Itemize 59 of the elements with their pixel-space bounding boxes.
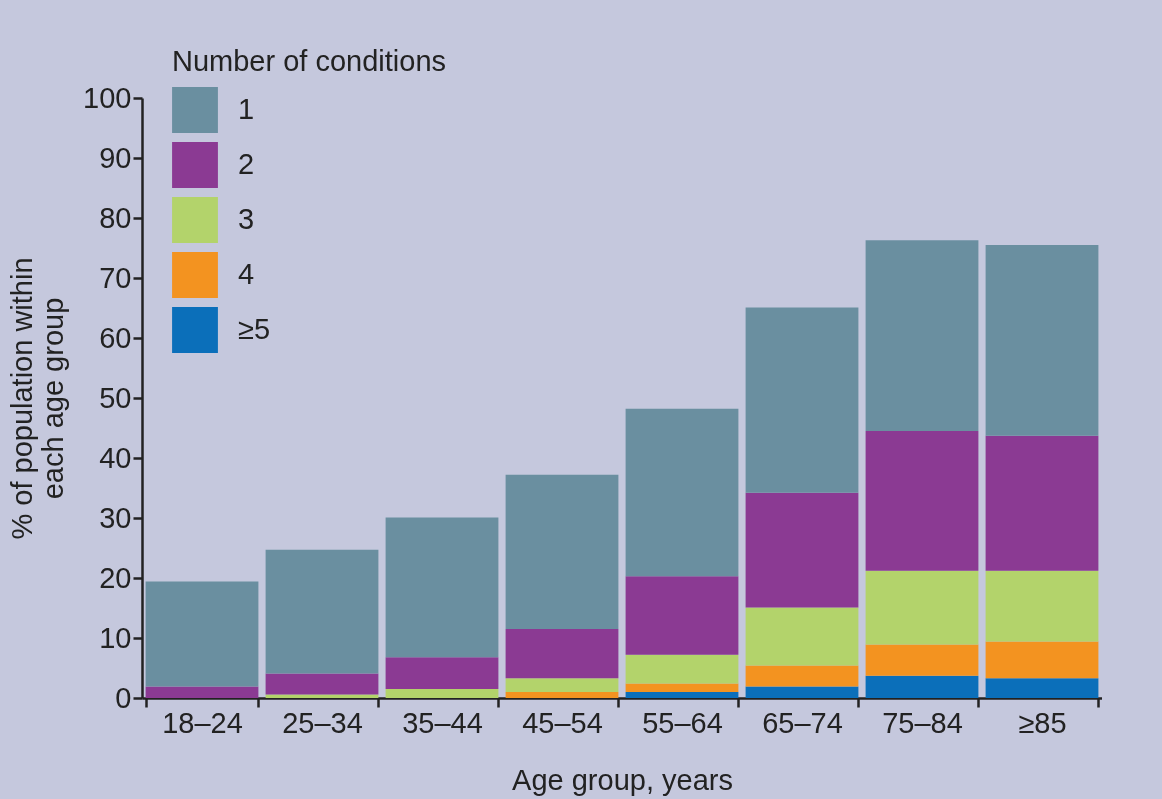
x-tick-label: 25–34: [282, 706, 363, 739]
bar: [745, 686, 859, 698]
bar: [865, 675, 979, 698]
y-tick-label: 20: [99, 561, 132, 594]
bar: [745, 607, 859, 666]
bar: [385, 657, 499, 689]
x-tick-label: 35–44: [402, 706, 483, 739]
bar: [505, 692, 619, 698]
y-tick-label: 80: [99, 201, 132, 234]
x-tick-label: 55–64: [642, 706, 723, 739]
bar: [985, 570, 1099, 642]
x-tick-label: 75–84: [882, 706, 963, 739]
y-tick-label: 100: [83, 81, 132, 114]
bar: [985, 678, 1099, 698]
bar: [985, 641, 1099, 679]
bar: [265, 549, 379, 674]
bar: [865, 570, 979, 645]
legend-label: 2: [238, 148, 255, 180]
bar: [625, 576, 739, 655]
x-tick-label: 65–74: [762, 706, 843, 739]
y-axis-title: % of population within each age group: [6, 257, 70, 540]
y-tick-label: 50: [99, 381, 132, 414]
bar: [625, 692, 739, 698]
x-axis-title: Age group, years: [512, 763, 733, 796]
bar: [865, 644, 979, 676]
legend-label: 3: [238, 203, 255, 235]
bar: [505, 678, 619, 692]
bar: [625, 654, 739, 684]
y-tick-label: 70: [99, 261, 132, 294]
bar: [505, 629, 619, 679]
y-tick-label: 30: [99, 501, 132, 534]
y-tick-label: 40: [99, 441, 132, 474]
bar: [985, 245, 1099, 436]
y-tick-label: 10: [99, 621, 132, 654]
x-tick-label: 18–24: [162, 706, 243, 739]
legend-label: ≥5: [238, 313, 271, 345]
x-tick-label: 45–54: [522, 706, 603, 739]
bar: [865, 431, 979, 571]
bar: [625, 683, 739, 692]
bar: [265, 673, 379, 695]
bar: [145, 686, 259, 698]
bar: [985, 435, 1099, 571]
legend-label: 1: [238, 93, 255, 125]
y-tick-label: 0: [115, 681, 132, 714]
bar: [745, 492, 859, 608]
bar: [505, 474, 619, 629]
y-tick-label: 90: [99, 141, 132, 174]
bar: [625, 408, 739, 577]
x-tick-label: ≥85: [1018, 706, 1067, 739]
bar: [745, 307, 859, 493]
y-tick-label: 60: [99, 321, 132, 354]
bar: [385, 689, 499, 698]
bar: [145, 581, 259, 687]
bar: [385, 517, 499, 658]
bar: [265, 694, 379, 698]
legend-title: Number of conditions: [172, 45, 447, 77]
bar: [865, 240, 979, 431]
legend-label: 4: [238, 258, 255, 290]
bar: [745, 665, 859, 687]
